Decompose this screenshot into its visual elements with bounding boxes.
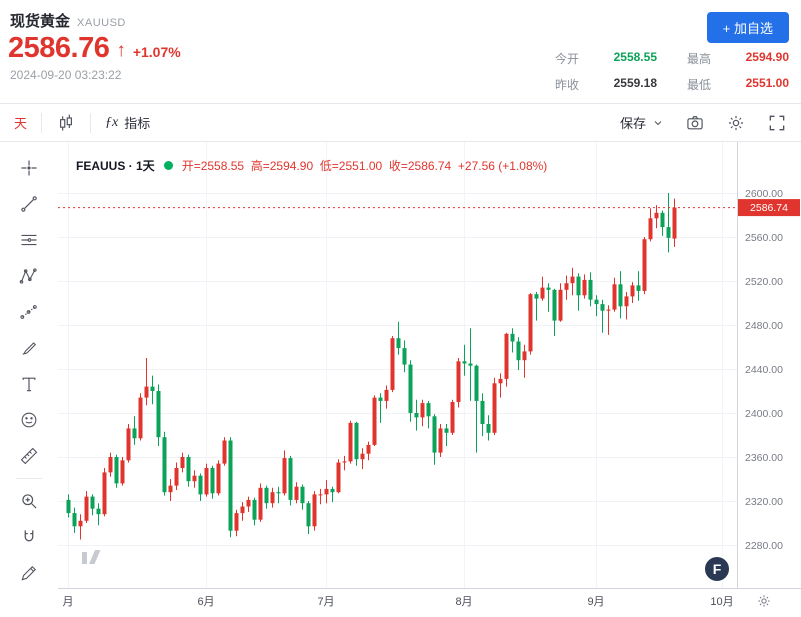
price-row: 2586.76 ↑ +1.07% [8, 32, 181, 65]
axis-settings-button[interactable] [756, 593, 772, 614]
svg-text:月: 月 [63, 596, 74, 608]
svg-text:2360.00: 2360.00 [745, 452, 783, 464]
interval-button[interactable]: 天 [14, 113, 27, 132]
status-dot-icon [163, 161, 173, 170]
svg-text:8月: 8月 [455, 596, 472, 608]
symbol-code: XAUUSD [77, 17, 126, 29]
emoji-icon[interactable] [12, 410, 46, 430]
stat-low: 最低 2551.00 [687, 76, 789, 92]
forecast-dots-icon[interactable] [12, 302, 46, 322]
crosshair-icon[interactable] [12, 158, 46, 178]
quote-timestamp: 2024-09-20 03:23:22 [10, 68, 122, 82]
svg-text:2280.00: 2280.00 [745, 540, 783, 552]
edit-pencil-icon[interactable] [12, 563, 46, 583]
symbol-name: 现货黄金 [10, 13, 71, 30]
candlestick-icon [60, 114, 73, 130]
chart-region: 2600.00 2560.00 2520.00 2480.00 2440.00 2400.… [58, 142, 801, 617]
header: 现货黄金 XAUUSD 2586.76 ↑ +1.07% 2024-09-20 … [0, 0, 801, 104]
add-watchlist-button[interactable]: + 加自选 [706, 12, 789, 43]
settings-button[interactable] [726, 113, 746, 133]
chart-toolbar: 天 ƒx 指标 保存 [0, 104, 801, 142]
stat-open: 今开 2558.55 [555, 50, 657, 66]
stat-prev-close: 昨收 2559.18 [555, 76, 657, 92]
svg-text:9月: 9月 [587, 596, 604, 608]
fullscreen-button[interactable] [767, 113, 787, 133]
zoom-icon[interactable] [12, 491, 46, 511]
horizontal-lines-icon[interactable] [12, 230, 46, 250]
toolbar-separator [41, 112, 43, 133]
chart-legend: FEAUUS · 1天 开=2558.55 高=2594.90 低=2551.0… [76, 157, 547, 174]
quote-stats: 今开 2558.55 最高 2594.90 昨收 2559.18 最低 2551… [555, 50, 789, 93]
price-change-percent: +1.07% [132, 44, 181, 60]
legend-symbol: FEAUUS · 1天 [76, 159, 155, 173]
magnet-icon[interactable] [12, 527, 46, 547]
tools-divider [16, 478, 42, 479]
symbol-title: 现货黄金 XAUUSD [10, 10, 126, 31]
fullscreen-icon [769, 115, 785, 130]
indicators-button[interactable]: ƒx 指标 [105, 113, 150, 132]
ruler-icon[interactable] [12, 446, 46, 466]
svg-text:2440.00: 2440.00 [745, 364, 783, 376]
gear-icon [728, 115, 744, 130]
last-price: 2586.76 [8, 32, 110, 64]
text-tool-icon[interactable] [12, 374, 46, 394]
indicators-label: 指标 [124, 116, 151, 131]
fx-icon: ƒx [105, 114, 119, 130]
save-button[interactable]: 保存 [620, 113, 664, 132]
brush-icon[interactable] [12, 338, 46, 358]
svg-text:10月: 10月 [710, 596, 733, 608]
broker-logo: F [703, 555, 731, 583]
chevron-down-icon [654, 120, 662, 125]
svg-text:2560.00: 2560.00 [745, 232, 783, 244]
candle-style-button[interactable] [56, 113, 76, 133]
gear-icon [758, 595, 770, 607]
candlestick-chart[interactable]: 2600.00 2560.00 2520.00 2480.00 2440.00 2400.… [58, 142, 801, 617]
svg-text:2320.00: 2320.00 [745, 496, 783, 508]
snapshot-camera-button[interactable] [685, 113, 705, 133]
tradingview-logo [82, 550, 101, 564]
price-up-arrow-icon: ↑ [116, 40, 126, 61]
trend-line-icon[interactable] [12, 194, 46, 214]
svg-text:6月: 6月 [197, 596, 214, 608]
svg-text:2400.00: 2400.00 [745, 408, 783, 420]
drawing-tools-sidebar [0, 142, 58, 617]
svg-text:2480.00: 2480.00 [745, 320, 783, 332]
legend-ohlc: 开=2558.55 高=2594.90 低=2551.00 收=2586.74 … [181, 159, 548, 173]
svg-text:7月: 7月 [317, 596, 334, 608]
camera-icon [687, 115, 703, 129]
xabcd-pattern-icon[interactable] [12, 266, 46, 286]
stat-high: 最高 2594.90 [687, 50, 789, 66]
svg-text:2586.74: 2586.74 [750, 202, 788, 214]
svg-text:2600.00: 2600.00 [745, 188, 783, 200]
toolbar-separator [90, 112, 92, 133]
svg-text:2520.00: 2520.00 [745, 276, 783, 288]
